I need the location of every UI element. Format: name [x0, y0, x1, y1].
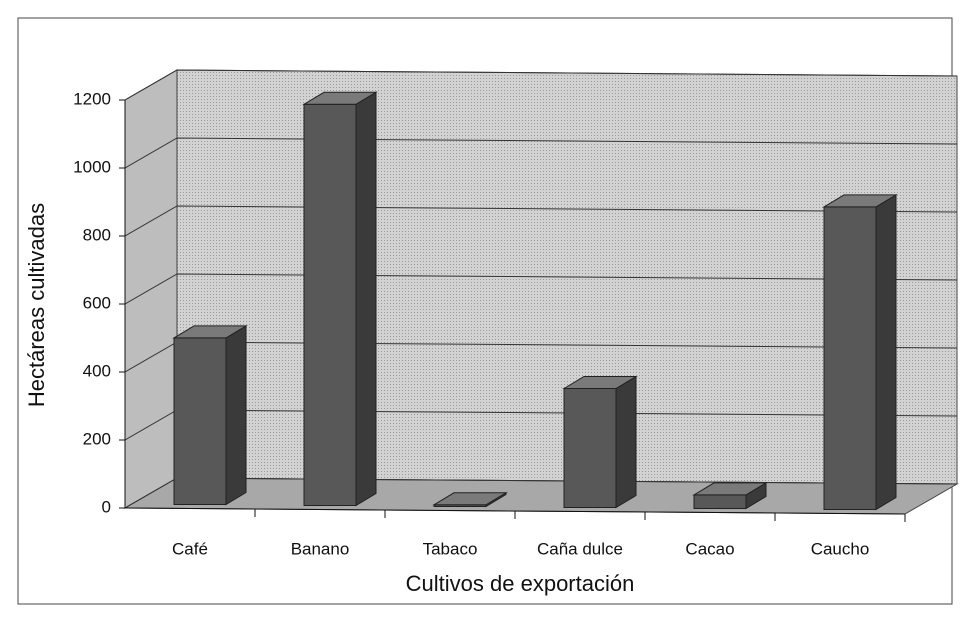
bar-top — [562, 376, 638, 389]
bar-top — [822, 194, 898, 208]
y-tick-label: 0 — [102, 497, 111, 516]
bar-front — [303, 103, 357, 507]
y-axis-title: Hectáreas cultivadas — [24, 203, 49, 407]
bar-front — [823, 206, 877, 510]
x-tick-label: Banano — [291, 539, 350, 558]
bar — [302, 91, 378, 507]
y-tick-label: 800 — [83, 225, 111, 244]
grid-line — [124, 273, 958, 305]
bar-front — [173, 337, 227, 505]
x-tick-label: Cacao — [685, 539, 734, 558]
y-tick-label: 400 — [83, 361, 111, 380]
x-axis-title: Cultivos de exportación — [406, 571, 635, 596]
plot-area: 0 200 400 600 800 1000 1200 Café Banano Tabaco Cañ… — [73, 69, 959, 558]
bar — [822, 194, 898, 511]
y-tick-label: 200 — [83, 429, 111, 448]
bar-top — [432, 492, 508, 506]
bar — [172, 325, 248, 506]
bar-top — [302, 91, 378, 105]
bar-side — [225, 325, 247, 506]
bar-side — [355, 91, 377, 507]
bar — [562, 375, 638, 509]
x-tick-label: Tabaco — [423, 539, 478, 558]
x-tick-label: Café — [172, 539, 208, 558]
bar-top — [692, 482, 768, 496]
x-tick-label: Caña dulce — [537, 539, 623, 558]
grid-line — [124, 69, 958, 101]
bar-front — [563, 388, 617, 508]
bar-top — [172, 325, 248, 339]
x-tick-label: Caucho — [811, 539, 870, 558]
bar — [692, 482, 768, 510]
grid-line — [124, 205, 958, 237]
grid-line — [124, 137, 958, 169]
bar-side — [875, 194, 897, 511]
y-tick-label: 1200 — [73, 89, 111, 108]
bar — [432, 491, 508, 508]
y-tick-label: 600 — [83, 293, 111, 312]
bar-front — [693, 494, 747, 509]
bar-side — [615, 375, 637, 509]
y-tick-label: 1000 — [73, 157, 111, 176]
